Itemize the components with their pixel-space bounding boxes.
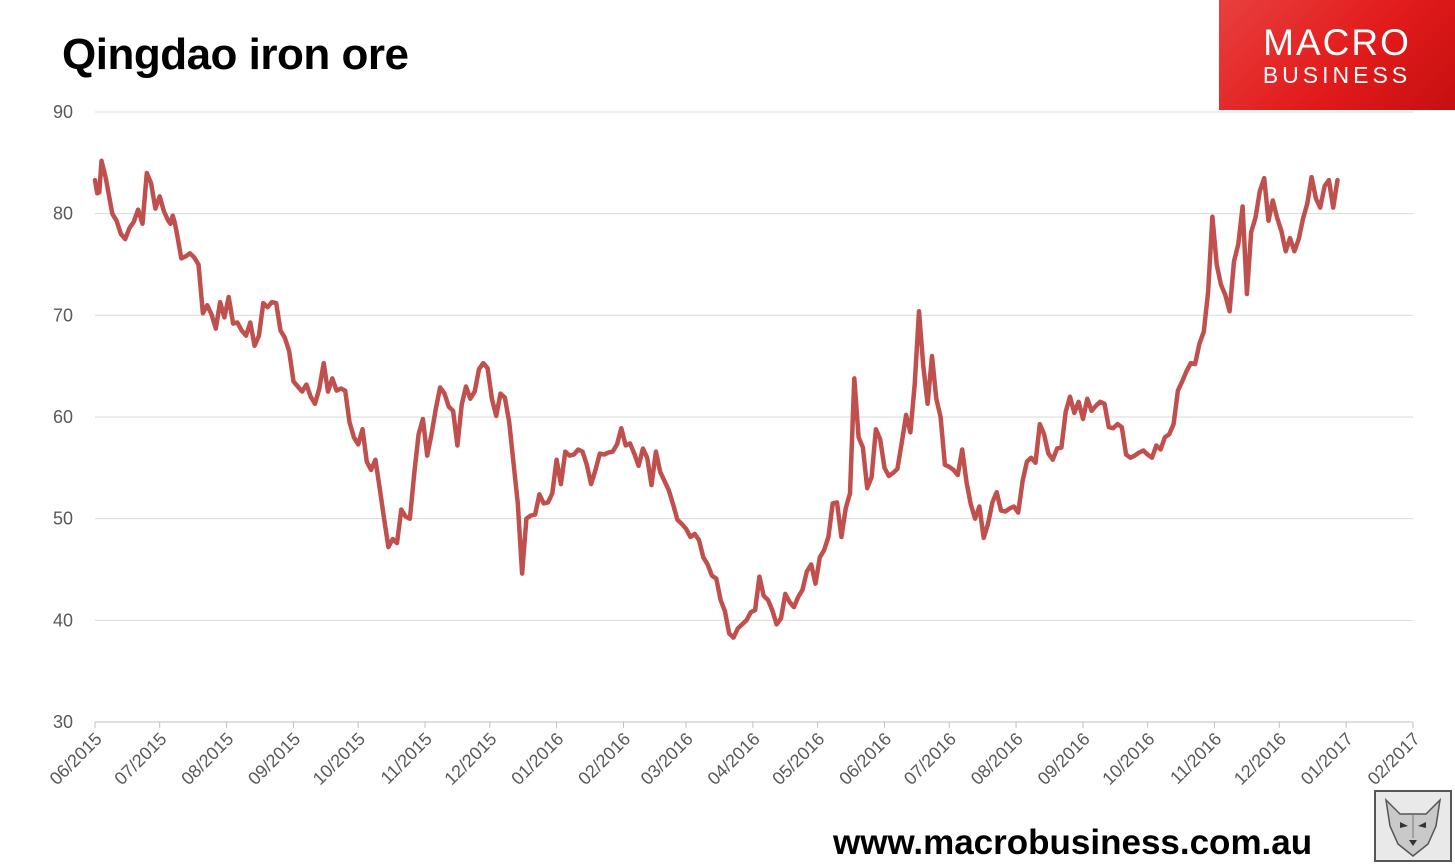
x-tick-label-06/2016: 06/2016 <box>835 729 895 789</box>
x-tick-label-07/2015: 07/2015 <box>110 729 170 789</box>
y-tick-label-40: 40 <box>53 610 73 630</box>
x-tick-label-05/2016: 05/2016 <box>768 729 828 789</box>
logo-line-macro: MACRO <box>1263 22 1411 63</box>
y-tick-label-50: 50 <box>53 509 73 529</box>
x-tick-label-09/2015: 09/2015 <box>244 729 304 789</box>
x-tick-label-11/2016: 11/2016 <box>1166 729 1225 788</box>
x-axis <box>94 721 1414 728</box>
wolf-mascot-icon <box>1374 790 1452 862</box>
x-tick-label-06/2015: 06/2015 <box>46 729 106 789</box>
x-tick-label-08/2016: 08/2016 <box>967 729 1027 789</box>
macrobusiness-logo: MACRO BUSINESS <box>1219 0 1455 110</box>
x-tick-label-10/2016: 10/2016 <box>1098 729 1158 789</box>
logo-line-business: BUSINESS <box>1262 62 1412 88</box>
x-tick-label-12/2015: 12/2015 <box>440 729 500 789</box>
x-tick-label-03/2016: 03/2016 <box>637 729 697 789</box>
x-tick-label-01/2016: 01/2016 <box>507 729 567 789</box>
series-layer <box>92 158 1340 640</box>
x-tick-label-07/2016: 07/2016 <box>900 729 960 789</box>
y-tick-label-30: 30 <box>53 712 73 732</box>
website-url: www.macrobusiness.com.au <box>833 823 1313 862</box>
y-axis-ticks: 30 40 50 60 70 80 90 <box>53 102 73 732</box>
x-tick-label-10/2015: 10/2015 <box>309 729 369 789</box>
y-tick-label-60: 60 <box>53 407 73 427</box>
y-tick-label-70: 70 <box>53 305 73 325</box>
x-tick-label-02/2016: 02/2016 <box>574 729 634 789</box>
y-tick-label-90: 90 <box>53 102 73 122</box>
x-axis-ticks: 06/2015 07/2015 08/2015 09/2015 10/2015 11/20… <box>46 729 1424 789</box>
y-tick-label-80: 80 <box>53 204 73 224</box>
series-line-0 <box>92 158 1340 640</box>
x-tick-label-02/2017: 02/2017 <box>1364 729 1424 789</box>
x-tick-label-09/2016: 09/2016 <box>1034 729 1094 789</box>
x-tick-label-04/2016: 04/2016 <box>704 729 764 789</box>
x-tick-label-11/2015: 11/2015 <box>377 729 436 788</box>
x-tick-label-08/2015: 08/2015 <box>177 729 237 789</box>
x-tick-label-01/2017: 01/2017 <box>1297 729 1357 789</box>
chart-title: Qingdao iron ore <box>62 30 409 79</box>
x-tick-label-12/2016: 12/2016 <box>1230 729 1290 789</box>
gridlines <box>95 111 1413 621</box>
